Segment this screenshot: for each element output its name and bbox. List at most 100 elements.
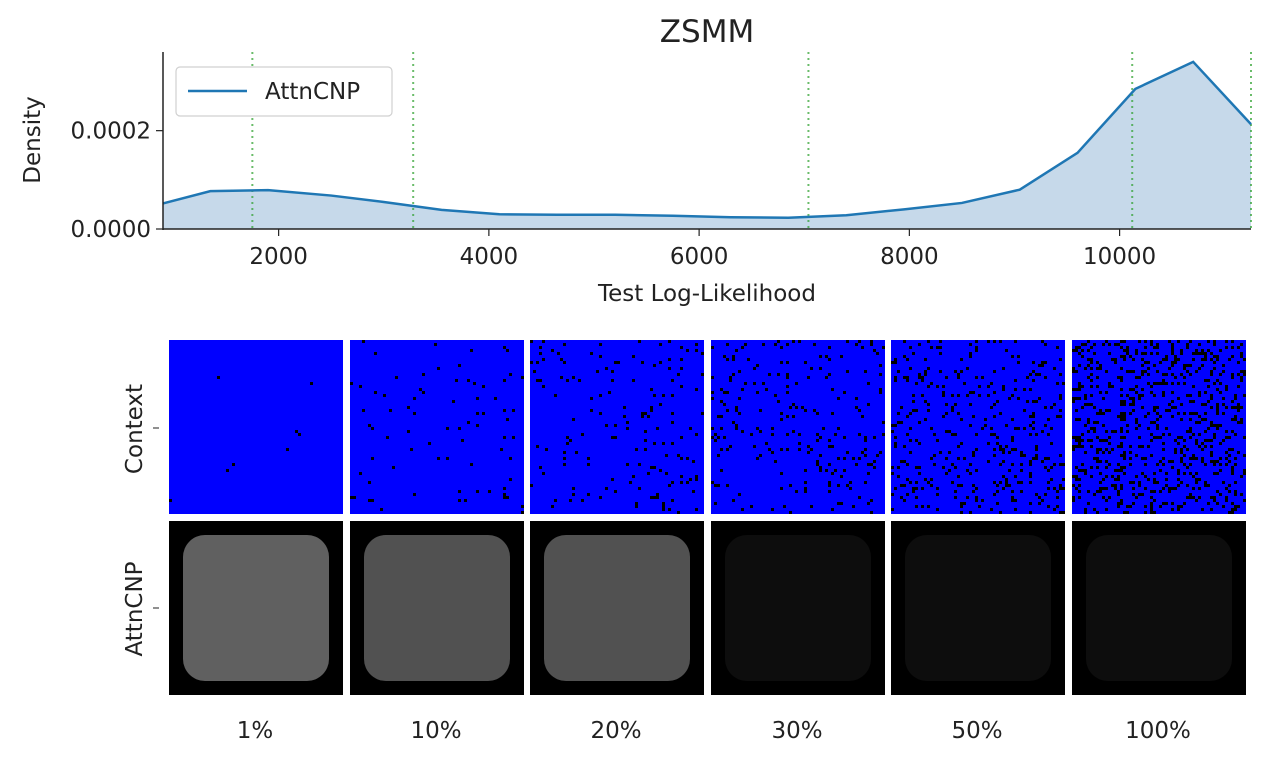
context-pixel (786, 415, 789, 418)
context-pixel (936, 346, 939, 349)
context-pixel (1029, 472, 1032, 475)
context-pixel (1105, 391, 1108, 394)
context-pixel (825, 376, 828, 379)
context-pixel (1198, 496, 1201, 499)
context-pixel (1093, 406, 1096, 409)
context-pixel (1120, 376, 1123, 379)
context-pixel (912, 352, 915, 355)
context-pixel (984, 424, 987, 427)
context-pixel (804, 487, 807, 490)
context-pixel (1237, 385, 1240, 388)
context-pixel (1207, 349, 1210, 352)
context-pixel (1105, 499, 1108, 502)
context-pixel (1240, 475, 1243, 478)
context-pixel (1105, 460, 1108, 463)
prediction-image-20% (530, 521, 704, 695)
context-pixel (1234, 457, 1237, 460)
context-pixel (915, 496, 918, 499)
context-pixel (903, 484, 906, 487)
prediction-image-100% (1072, 521, 1246, 695)
context-pixel (1180, 349, 1183, 352)
context-pixel (1117, 463, 1120, 466)
context-pixel (852, 505, 855, 508)
context-pixel (1177, 397, 1180, 400)
context-pixel (993, 415, 996, 418)
context-pixel (1147, 478, 1150, 481)
context-pixel (912, 394, 915, 397)
context-pixel (512, 436, 515, 439)
context-pixel (894, 487, 897, 490)
context-pixel (1096, 466, 1099, 469)
context-pixel (1234, 394, 1237, 397)
context-pixel (1041, 361, 1044, 364)
context-pixel (906, 463, 909, 466)
context-pixel (1072, 367, 1075, 370)
context-pixel (1204, 403, 1207, 406)
context-pixel (1168, 409, 1171, 412)
context-pixel (1090, 361, 1093, 364)
context-pixel (1126, 394, 1129, 397)
context-pixel (1150, 433, 1153, 436)
context-pixel (668, 484, 671, 487)
context-pixel (897, 475, 900, 478)
context-pixel (1213, 382, 1216, 385)
context-pixel (671, 394, 674, 397)
context-pixel (828, 445, 831, 448)
context-pixel (1108, 442, 1111, 445)
context-pixel (563, 451, 566, 454)
context-pixel (786, 376, 789, 379)
context-pixel (726, 484, 729, 487)
context-pixel (689, 427, 692, 430)
context-pixel (1035, 448, 1038, 451)
context-pixel (1120, 394, 1123, 397)
context-pixel (957, 394, 960, 397)
context-pixel (1087, 418, 1090, 421)
context-pixel (1075, 388, 1078, 391)
context-pixel (1156, 352, 1159, 355)
context-pixel (831, 508, 834, 511)
context-pixel (999, 445, 1002, 448)
context-pixel (1195, 352, 1198, 355)
context-pixel (650, 388, 653, 391)
context-pixel (849, 487, 852, 490)
context-pixel (494, 397, 497, 400)
context-pixel (879, 388, 882, 391)
context-pixel (960, 502, 963, 505)
context-pixel (939, 370, 942, 373)
context-pixel (1231, 511, 1234, 514)
context-pixel (990, 406, 993, 409)
context-pixel (1201, 358, 1204, 361)
context-pixel (671, 442, 674, 445)
context-pixel (1123, 457, 1126, 460)
context-pixel (1132, 400, 1135, 403)
context-pixel (1084, 508, 1087, 511)
context-pixel (936, 508, 939, 511)
context-pixel (1225, 463, 1228, 466)
context-pixel (614, 490, 617, 493)
context-pixel (870, 343, 873, 346)
context-pixel (1183, 445, 1186, 448)
context-pixel (792, 403, 795, 406)
context-pixel (969, 424, 972, 427)
context-pixel (942, 415, 945, 418)
context-pixel (217, 376, 220, 379)
context-pixel (1105, 340, 1108, 343)
context-pixel (569, 439, 572, 442)
prediction-blur (364, 535, 510, 681)
context-pixel (990, 382, 993, 385)
context-pixel (1174, 361, 1177, 364)
context-pixel (392, 466, 395, 469)
context-pixel (1120, 367, 1123, 370)
context-pixel (1032, 400, 1035, 403)
context-pixel (981, 499, 984, 502)
context-pixel (975, 340, 978, 343)
context-pixel (729, 379, 732, 382)
context-pixel (1198, 343, 1201, 346)
context-pixel (590, 352, 593, 355)
context-pixel (1081, 445, 1084, 448)
context-pixel (371, 499, 374, 502)
context-pixel (1180, 418, 1183, 421)
context-pixel (1029, 511, 1032, 514)
context-pixel (599, 343, 602, 346)
